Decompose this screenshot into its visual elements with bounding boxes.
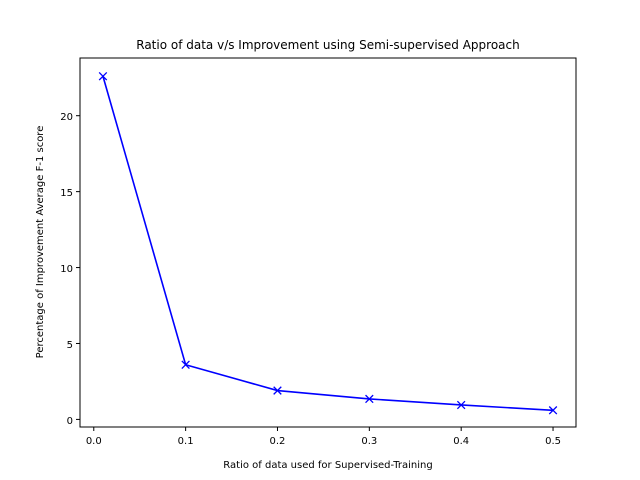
data-point (548, 406, 558, 415)
data-point (456, 400, 466, 410)
x-axis: 0.0 0.1 0.2 0.3 0.4 0.5 (86, 427, 561, 447)
y-axis-label: Percentage of Improvement Average F-1 sc… (35, 126, 46, 359)
y-tick-label: 0 (67, 416, 73, 427)
x-tick-label: 0.2 (270, 436, 286, 447)
plot-area (98, 71, 558, 415)
data-point (365, 394, 374, 404)
y-tick-label: 10 (60, 264, 73, 275)
series-line (102, 75, 554, 412)
y-tick-label: 15 (60, 188, 73, 199)
y-axis: 0 5 10 15 20 (60, 112, 80, 427)
data-point (181, 360, 190, 370)
x-tick-label: 0.5 (545, 436, 561, 447)
x-tick-label: 0.1 (178, 436, 194, 447)
y-tick-label: 20 (60, 112, 73, 123)
y-tick-label: 5 (67, 340, 73, 351)
x-tick-label: 0.3 (361, 436, 377, 447)
x-axis-label: Ratio of data used for Supervised-Traini… (223, 460, 432, 471)
x-tick-label: 0.4 (453, 436, 469, 447)
data-point (273, 386, 282, 395)
plot-frame (79, 57, 577, 428)
x-tick-label: 0.0 (86, 436, 102, 447)
chart-title: Ratio of data v/s Improvement using Semi… (136, 38, 519, 52)
data-point (98, 71, 108, 81)
